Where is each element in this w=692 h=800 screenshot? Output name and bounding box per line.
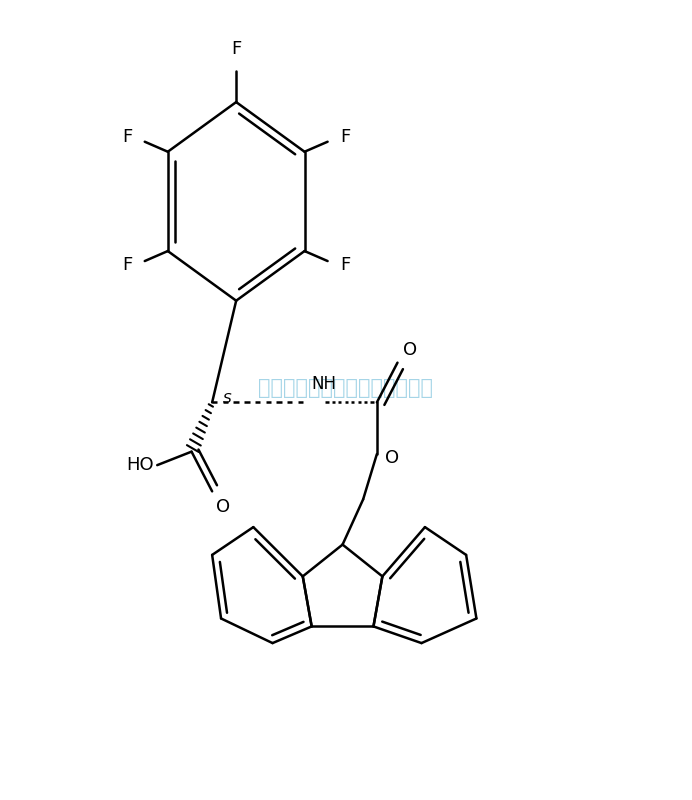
- Text: 四川省维克奇生物科技有限公司: 四川省维克奇生物科技有限公司: [259, 378, 433, 398]
- Text: F: F: [340, 129, 350, 146]
- Text: O: O: [403, 341, 417, 358]
- Text: O: O: [385, 449, 399, 467]
- Text: HO: HO: [126, 456, 154, 474]
- Text: F: F: [122, 129, 132, 146]
- Text: NH: NH: [311, 375, 337, 393]
- Text: F: F: [231, 40, 242, 58]
- Text: F: F: [340, 256, 350, 274]
- Text: O: O: [216, 498, 230, 516]
- Text: S: S: [223, 392, 232, 406]
- Text: F: F: [122, 256, 132, 274]
